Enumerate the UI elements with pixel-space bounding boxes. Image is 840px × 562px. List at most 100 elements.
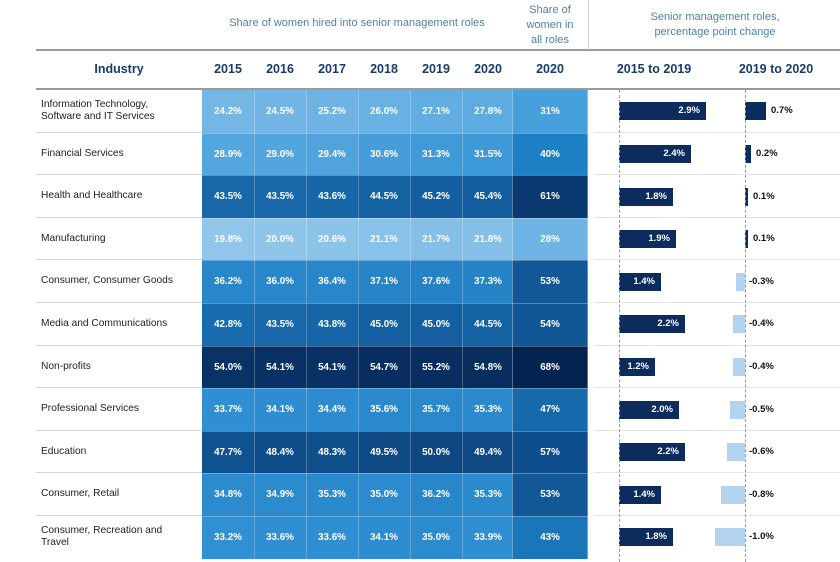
industry-label-line: Travel [41, 537, 69, 549]
row-divider [594, 387, 840, 389]
heatmap-cell: 35.0% [358, 473, 410, 517]
change-bar-2015-2019 [619, 102, 706, 121]
row-divider [36, 174, 202, 176]
all-roles-cell: 57% [512, 430, 588, 474]
change-label-2019-2020: -0.4% [749, 360, 774, 372]
col-header-industry: Industry [94, 62, 144, 76]
row-divider [36, 216, 202, 218]
industry-label-line: Education [41, 445, 87, 457]
cell-divider [462, 90, 463, 559]
heatmap-cell: 33.6% [306, 516, 358, 560]
cell-divider [254, 90, 255, 559]
change-label-2019-2020: -0.3% [749, 275, 774, 287]
cell-divider [410, 90, 411, 559]
col-header-all-2020: 2020 [536, 62, 564, 76]
change-bar-2019-2020 [721, 485, 745, 504]
industry-label-text: Health and Healthcare [41, 190, 142, 203]
heatmap-cell: 20.6% [306, 217, 358, 261]
change-bar-2019-2020 [745, 144, 751, 163]
heatmap-cell: 50.0% [410, 430, 462, 474]
col-header-year: 2020 [474, 62, 502, 76]
all-roles-cell: 40% [512, 132, 588, 176]
industry-label-line: Media and Communications [41, 318, 168, 330]
industry-label: Consumer, Retail [41, 473, 201, 516]
heatmap-cell: 45.4% [462, 175, 514, 219]
industry-label-text: Media and Communications [41, 318, 167, 331]
change-label-2015-2019: 1.4% [633, 488, 655, 500]
change-label-2019-2020: -0.8% [749, 488, 774, 500]
heatmap-cell: 25.2% [306, 90, 358, 134]
change-bar-2019-2020 [715, 528, 745, 547]
industry-label-line: Consumer, Recreation and [41, 524, 163, 536]
heatmap-cell: 37.3% [462, 260, 514, 304]
all-roles-cell: 43% [512, 516, 588, 560]
heatmap-cell: 36.0% [254, 260, 306, 304]
heatmap-cell: 54.1% [254, 345, 306, 389]
heatmap-cell: 36.2% [202, 260, 254, 304]
change-label-2019-2020: 0.2% [756, 147, 778, 159]
industry-label-line: Health and Healthcare [41, 190, 143, 202]
industry-label-text: Professional Services [41, 403, 139, 416]
change-bar-2015-2019 [619, 485, 661, 504]
heatmap-cell: 19.8% [202, 217, 254, 261]
change-bar-2015-2019 [619, 230, 676, 249]
industry-label-text: Consumer, Retail [41, 488, 119, 501]
change-label-2015-2019: 1.9% [648, 233, 670, 245]
change-bar-2019-2020 [745, 187, 748, 206]
heatmap-cell: 29.4% [306, 132, 358, 176]
cell-divider [202, 217, 588, 219]
col-header-year: 2017 [318, 62, 346, 76]
heatmap-cell: 55.2% [410, 345, 462, 389]
heatmap-cell: 36.4% [306, 260, 358, 304]
industry-label-line: Professional Services [41, 403, 139, 415]
header-top-rule [36, 49, 840, 51]
industry-label: Information Technology, Software and IT S… [41, 90, 201, 133]
change-bar-2015-2019 [619, 443, 685, 462]
industry-label-text: Non-profits [41, 361, 91, 374]
change-label-2019-2020: -0.6% [749, 446, 774, 458]
all-roles-cell: 47% [512, 388, 588, 432]
heatmap-cell: 31.5% [462, 132, 514, 176]
heatmap-cell: 45.2% [410, 175, 462, 219]
industry-label: Financial Services [41, 133, 201, 176]
heatmap-cell: 34.9% [254, 473, 306, 517]
heatmap-cell: 45.0% [410, 303, 462, 347]
change-label-2019-2020: 0.7% [771, 105, 793, 117]
cell-divider [358, 90, 359, 559]
all-roles-cell: 53% [512, 260, 588, 304]
row-divider [36, 387, 202, 389]
all-roles-cell: 31% [512, 90, 588, 134]
zero-line-2015-2019 [619, 90, 620, 562]
heatmap-cell: 35.3% [462, 388, 514, 432]
heatmap-cell: 44.5% [462, 303, 514, 347]
row-divider [594, 131, 840, 133]
header-pp-line2: percentage point change [654, 26, 776, 38]
industry-label-line: Consumer, Consumer Goods [41, 275, 173, 287]
industry-label: Manufacturing [41, 218, 201, 261]
change-label-2015-2019: 1.4% [633, 275, 655, 287]
heatmap-cell: 49.5% [358, 430, 410, 474]
change-label-2019-2020: -0.4% [749, 318, 774, 330]
all-roles-cell: 28% [512, 217, 588, 261]
header-bottom-rule [36, 88, 840, 90]
industry-label: Professional Services [41, 388, 201, 431]
industry-label: Consumer, Recreation and Travel [41, 516, 201, 559]
industry-label-text: Education [41, 446, 86, 459]
header-share-all-line3: all roles [531, 34, 569, 46]
industry-label-line: Financial Services [41, 147, 124, 159]
industry-label-text: Consumer, Recreation and Travel [41, 525, 162, 550]
heatmap-cell: 54.7% [358, 345, 410, 389]
heatmap-cell: 24.5% [254, 90, 306, 134]
change-label-2015-2019: 2.2% [657, 446, 679, 458]
heatmap-cell: 43.5% [202, 175, 254, 219]
cell-divider [202, 516, 588, 517]
change-label-2019-2020: 0.1% [753, 190, 775, 202]
change-bar-2015-2019 [619, 357, 655, 376]
all-roles-cell: 61% [512, 175, 588, 219]
change-label-2015-2019: 1.8% [645, 190, 667, 202]
cell-divider [202, 260, 588, 262]
col-header-year: 2016 [266, 62, 294, 76]
industry-label: Non-profits [41, 346, 201, 389]
heatmap-cell: 29.0% [254, 132, 306, 176]
change-label-2019-2020: -0.5% [749, 403, 774, 415]
